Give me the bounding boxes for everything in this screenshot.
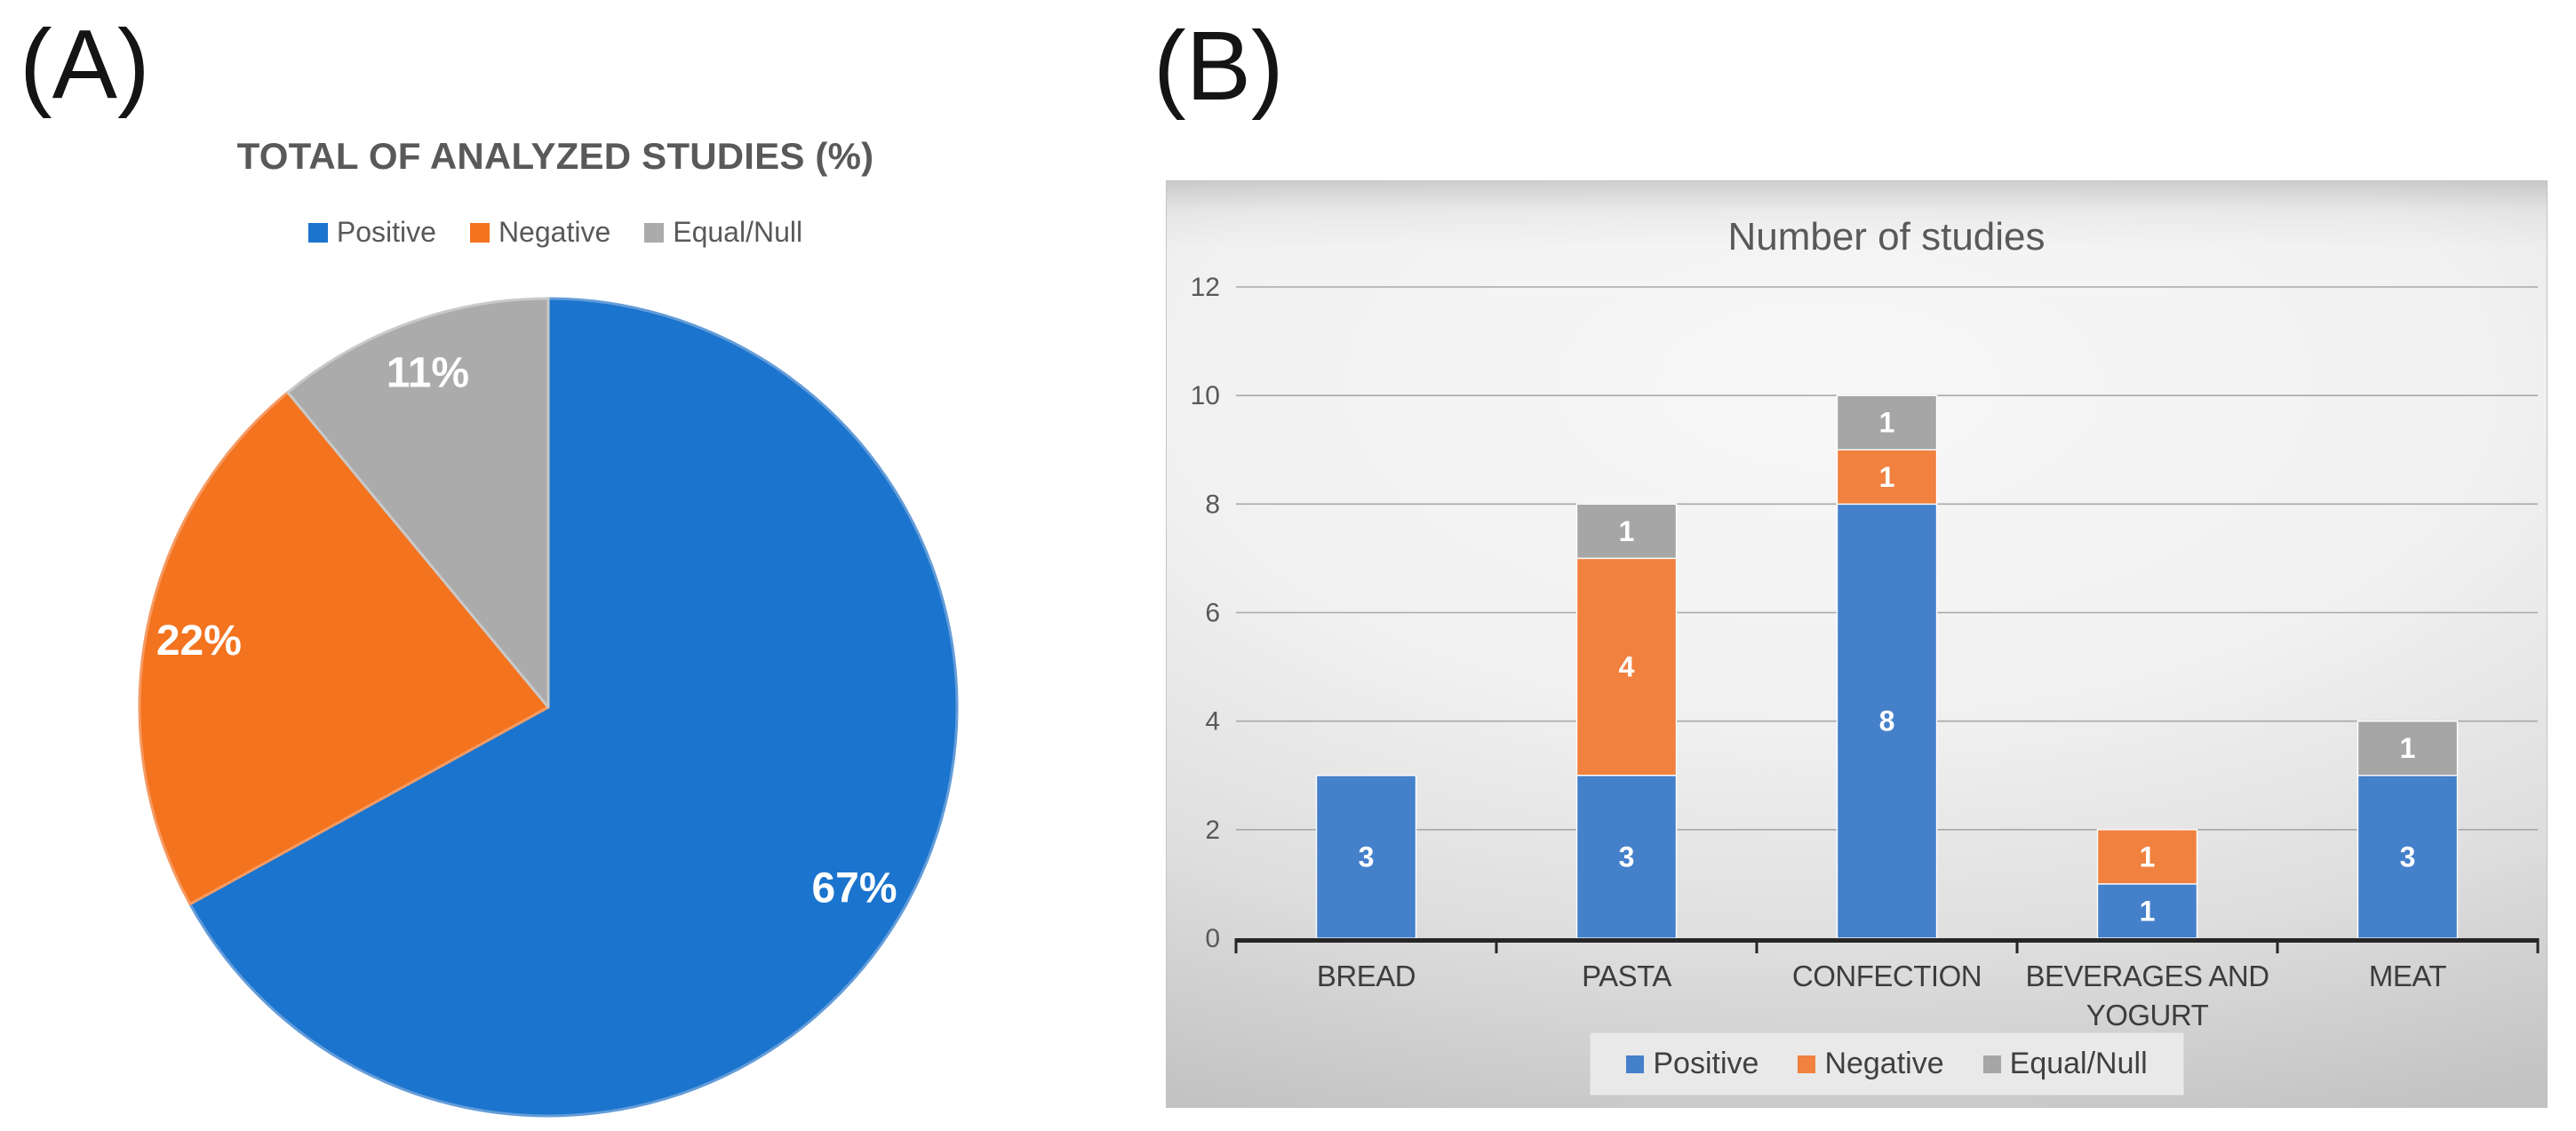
bar-segment-equal-null-meat xyxy=(2357,721,2459,777)
pie-legend-label: Negative xyxy=(498,216,611,248)
x-axis-category-label: CONFECTION xyxy=(1792,960,1982,992)
bar-legend-item-positive: Positive xyxy=(1626,1047,1759,1081)
bar-value-label: 1 xyxy=(2140,896,2156,928)
bar-segment-positive-pasta xyxy=(1575,775,1678,939)
bar-segment-positive-meat xyxy=(2357,775,2459,939)
bar-value-label: 4 xyxy=(1619,651,1635,683)
pie-value-label-negative: 22% xyxy=(156,617,242,665)
bar-value-label: 1 xyxy=(1879,461,1895,493)
bar-segment-negative-beverages-and-yogurt xyxy=(2096,829,2198,885)
x-axis-category-label: YOGURT xyxy=(2086,999,2209,1031)
neutral-swatch-icon xyxy=(1982,1055,2001,1073)
y-axis-tick-label: 4 xyxy=(1205,707,1220,737)
bar-value-label: 1 xyxy=(2400,732,2416,764)
bar-legend-label: Equal/Null xyxy=(2009,1047,2148,1080)
bar-segment-positive-confection xyxy=(1836,503,1938,939)
bar-value-label: 3 xyxy=(1359,840,1375,872)
panel-b-label: (B) xyxy=(1153,12,1284,121)
x-axis-tick xyxy=(1495,938,1498,953)
bar-value-label: 1 xyxy=(2140,840,2156,872)
x-axis-category-label: BREAD xyxy=(1317,960,1416,992)
bar-segment-negative-confection xyxy=(1836,449,1938,506)
bar-legend-item-equal-null: Equal/Null xyxy=(1982,1047,2148,1081)
bar-legend-label: Negative xyxy=(1824,1047,1944,1080)
bar-value-label: 1 xyxy=(1879,407,1895,439)
pie-legend-label: Positive xyxy=(336,216,436,248)
x-axis-category-label: MEAT xyxy=(2369,960,2447,992)
bar-value-label: 8 xyxy=(1879,705,1895,737)
x-axis-line xyxy=(1236,938,2538,943)
y-axis-tick-label: 0 xyxy=(1205,924,1220,953)
bar-value-label: 3 xyxy=(2400,840,2416,872)
bar-segment-negative-pasta xyxy=(1575,557,1678,777)
negative-swatch-icon xyxy=(469,222,490,243)
bar-segment-equal-null-confection xyxy=(1836,394,1938,450)
bar-chart-title: Number of studies xyxy=(1727,215,2046,259)
x-axis-category-label: BEVERAGES AND xyxy=(2025,960,2269,992)
pie-legend-item-negative: Negative xyxy=(469,216,611,249)
bar-segment-equal-null-pasta xyxy=(1575,503,1678,560)
pie-slice-negative xyxy=(138,391,550,906)
bar-chart: 0 2 4 6 8 10 12 3 BREAD 3 4 1 PASTA 8 1 1 CONFECTION 1 1 BE… xyxy=(1191,273,2540,1031)
x-axis-tick xyxy=(2536,938,2540,953)
x-axis-tick xyxy=(2015,938,2019,953)
y-axis-tick-label: 8 xyxy=(1205,490,1220,519)
x-axis-tick xyxy=(1234,938,1238,953)
neutral-swatch-icon xyxy=(644,222,665,243)
y-axis-tick-label: 10 xyxy=(1191,381,1220,410)
positive-swatch-icon xyxy=(307,222,328,243)
pie-chart: 67% 22% 11% xyxy=(138,297,959,1118)
pie-chart-title: TOTAL OF ANALYZED STUDIES (%) xyxy=(236,135,874,177)
pie-legend-item-positive: Positive xyxy=(307,216,436,249)
bar-segment-positive-bread xyxy=(1315,775,1417,939)
y-axis-tick-label: 12 xyxy=(1191,273,1220,302)
pie-legend-item-equal-null: Equal/Null xyxy=(644,216,802,249)
x-axis-category-label: PASTA xyxy=(1582,960,1671,992)
bar-value-label: 1 xyxy=(1619,515,1635,547)
x-axis-tick xyxy=(1755,938,1759,953)
x-axis-tick xyxy=(2276,938,2279,953)
negative-swatch-icon xyxy=(1798,1055,1816,1073)
pie-slice-equal-null xyxy=(286,297,550,709)
pie-value-label-positive: 67% xyxy=(811,865,897,912)
pie-slice-positive xyxy=(188,297,959,1118)
bar-legend-label: Positive xyxy=(1653,1047,1759,1080)
positive-swatch-icon xyxy=(1626,1055,1645,1073)
bar-legend-wrap: Positive Negative Equal/Null xyxy=(1236,1032,2538,1095)
pie-legend-label: Equal/Null xyxy=(673,216,803,248)
panel-a-label: (A) xyxy=(20,10,150,119)
bar-chart-panel: 0 2 4 6 8 10 12 3 BREAD 3 4 1 PASTA 8 1 1 CONFECTION 1 1 BE… xyxy=(1166,180,2548,1108)
y-axis-tick-label: 6 xyxy=(1205,599,1220,628)
pie-legend: Positive Negative Equal/Null xyxy=(133,216,977,249)
bar-legend-item-negative: Negative xyxy=(1798,1047,1944,1081)
bar-legend: Positive Negative Equal/Null xyxy=(1590,1032,2184,1095)
bar-value-label: 3 xyxy=(1619,840,1635,872)
pie-value-label-equal-null: 11% xyxy=(387,350,469,397)
y-axis-tick-label: 2 xyxy=(1205,816,1220,845)
